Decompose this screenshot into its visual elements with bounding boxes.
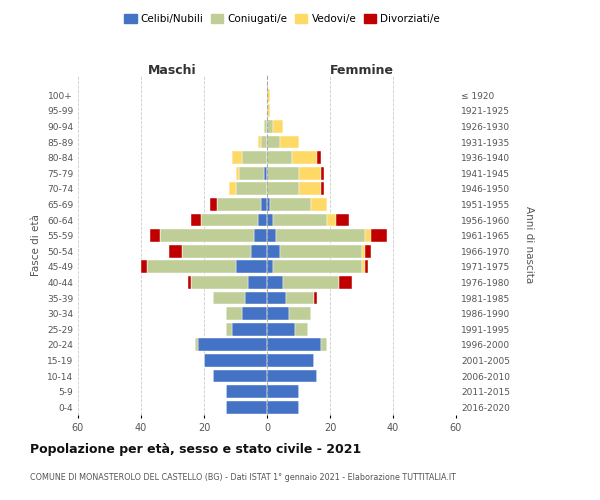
Bar xyxy=(226,385,267,398)
Bar xyxy=(327,214,337,226)
Bar xyxy=(267,120,274,133)
Bar xyxy=(292,152,317,164)
Bar xyxy=(267,214,274,226)
Bar xyxy=(280,136,299,148)
Bar xyxy=(274,214,327,226)
Bar xyxy=(248,276,267,289)
Bar xyxy=(361,260,365,273)
Bar xyxy=(191,276,248,289)
Bar xyxy=(267,167,299,179)
Bar xyxy=(371,229,387,242)
Bar xyxy=(257,136,260,148)
Bar xyxy=(260,198,267,211)
Legend: Celibi/Nubili, Coniugati/e, Vedovi/e, Divorziati/e: Celibi/Nubili, Coniugati/e, Vedovi/e, Di… xyxy=(120,10,444,29)
Bar xyxy=(267,104,270,118)
Bar xyxy=(267,198,270,211)
Bar xyxy=(210,198,217,211)
Bar xyxy=(201,214,257,226)
Text: COMUNE DI MONASTEROLO DEL CASTELLO (BG) - Dati ISTAT 1° gennaio 2021 - Elaborazi: COMUNE DI MONASTEROLO DEL CASTELLO (BG) … xyxy=(30,472,456,482)
Bar xyxy=(365,229,371,242)
Bar xyxy=(361,245,365,258)
Bar xyxy=(191,214,201,226)
Bar xyxy=(242,152,267,164)
Bar xyxy=(232,152,242,164)
Bar xyxy=(317,152,320,164)
Text: Femmine: Femmine xyxy=(329,64,394,78)
Text: Popolazione per età, sesso e stato civile - 2021: Popolazione per età, sesso e stato civil… xyxy=(30,442,361,456)
Bar xyxy=(232,323,267,336)
Bar xyxy=(277,229,365,242)
Bar xyxy=(214,292,245,304)
Bar xyxy=(365,260,368,273)
Bar xyxy=(260,136,267,148)
Bar xyxy=(274,120,283,133)
Bar xyxy=(299,167,320,179)
Bar xyxy=(320,182,324,195)
Bar xyxy=(267,323,295,336)
Bar xyxy=(267,276,283,289)
Bar xyxy=(169,245,182,258)
Bar xyxy=(151,229,160,242)
Bar xyxy=(267,182,299,195)
Bar xyxy=(267,89,270,102)
Bar xyxy=(148,260,235,273)
Bar xyxy=(226,307,242,320)
Bar xyxy=(270,198,311,211)
Bar xyxy=(264,167,267,179)
Bar xyxy=(267,338,320,351)
Bar xyxy=(314,292,317,304)
Bar xyxy=(235,260,267,273)
Bar xyxy=(141,260,148,273)
Bar xyxy=(267,385,299,398)
Bar xyxy=(160,229,254,242)
Bar xyxy=(267,152,292,164)
Y-axis label: Fasce di età: Fasce di età xyxy=(31,214,41,276)
Bar xyxy=(194,338,198,351)
Bar xyxy=(267,354,314,367)
Bar xyxy=(274,260,361,273)
Bar xyxy=(283,276,340,289)
Bar xyxy=(295,323,308,336)
Y-axis label: Anni di nascita: Anni di nascita xyxy=(524,206,534,284)
Bar xyxy=(235,182,267,195)
Bar xyxy=(267,136,280,148)
Bar xyxy=(257,214,267,226)
Bar xyxy=(226,323,232,336)
Bar xyxy=(340,276,352,289)
Bar xyxy=(280,245,361,258)
Text: Maschi: Maschi xyxy=(148,64,197,78)
Bar xyxy=(229,182,235,195)
Bar xyxy=(365,245,371,258)
Bar xyxy=(299,182,320,195)
Bar xyxy=(245,292,267,304)
Bar xyxy=(264,120,267,133)
Bar xyxy=(267,401,299,413)
Bar xyxy=(267,260,274,273)
Bar xyxy=(251,245,267,258)
Bar xyxy=(267,292,286,304)
Bar xyxy=(214,370,267,382)
Bar xyxy=(204,354,267,367)
Bar xyxy=(286,292,314,304)
Bar xyxy=(289,307,311,320)
Bar xyxy=(267,370,317,382)
Bar xyxy=(254,229,267,242)
Bar xyxy=(320,338,327,351)
Bar xyxy=(242,307,267,320)
Bar xyxy=(337,214,349,226)
Bar xyxy=(267,245,280,258)
Bar xyxy=(235,167,239,179)
Bar xyxy=(320,167,324,179)
Bar xyxy=(267,229,277,242)
Bar xyxy=(182,245,251,258)
Bar xyxy=(226,401,267,413)
Bar xyxy=(239,167,264,179)
Bar xyxy=(188,276,191,289)
Bar xyxy=(217,198,260,211)
Bar xyxy=(198,338,267,351)
Bar xyxy=(311,198,327,211)
Bar xyxy=(267,307,289,320)
